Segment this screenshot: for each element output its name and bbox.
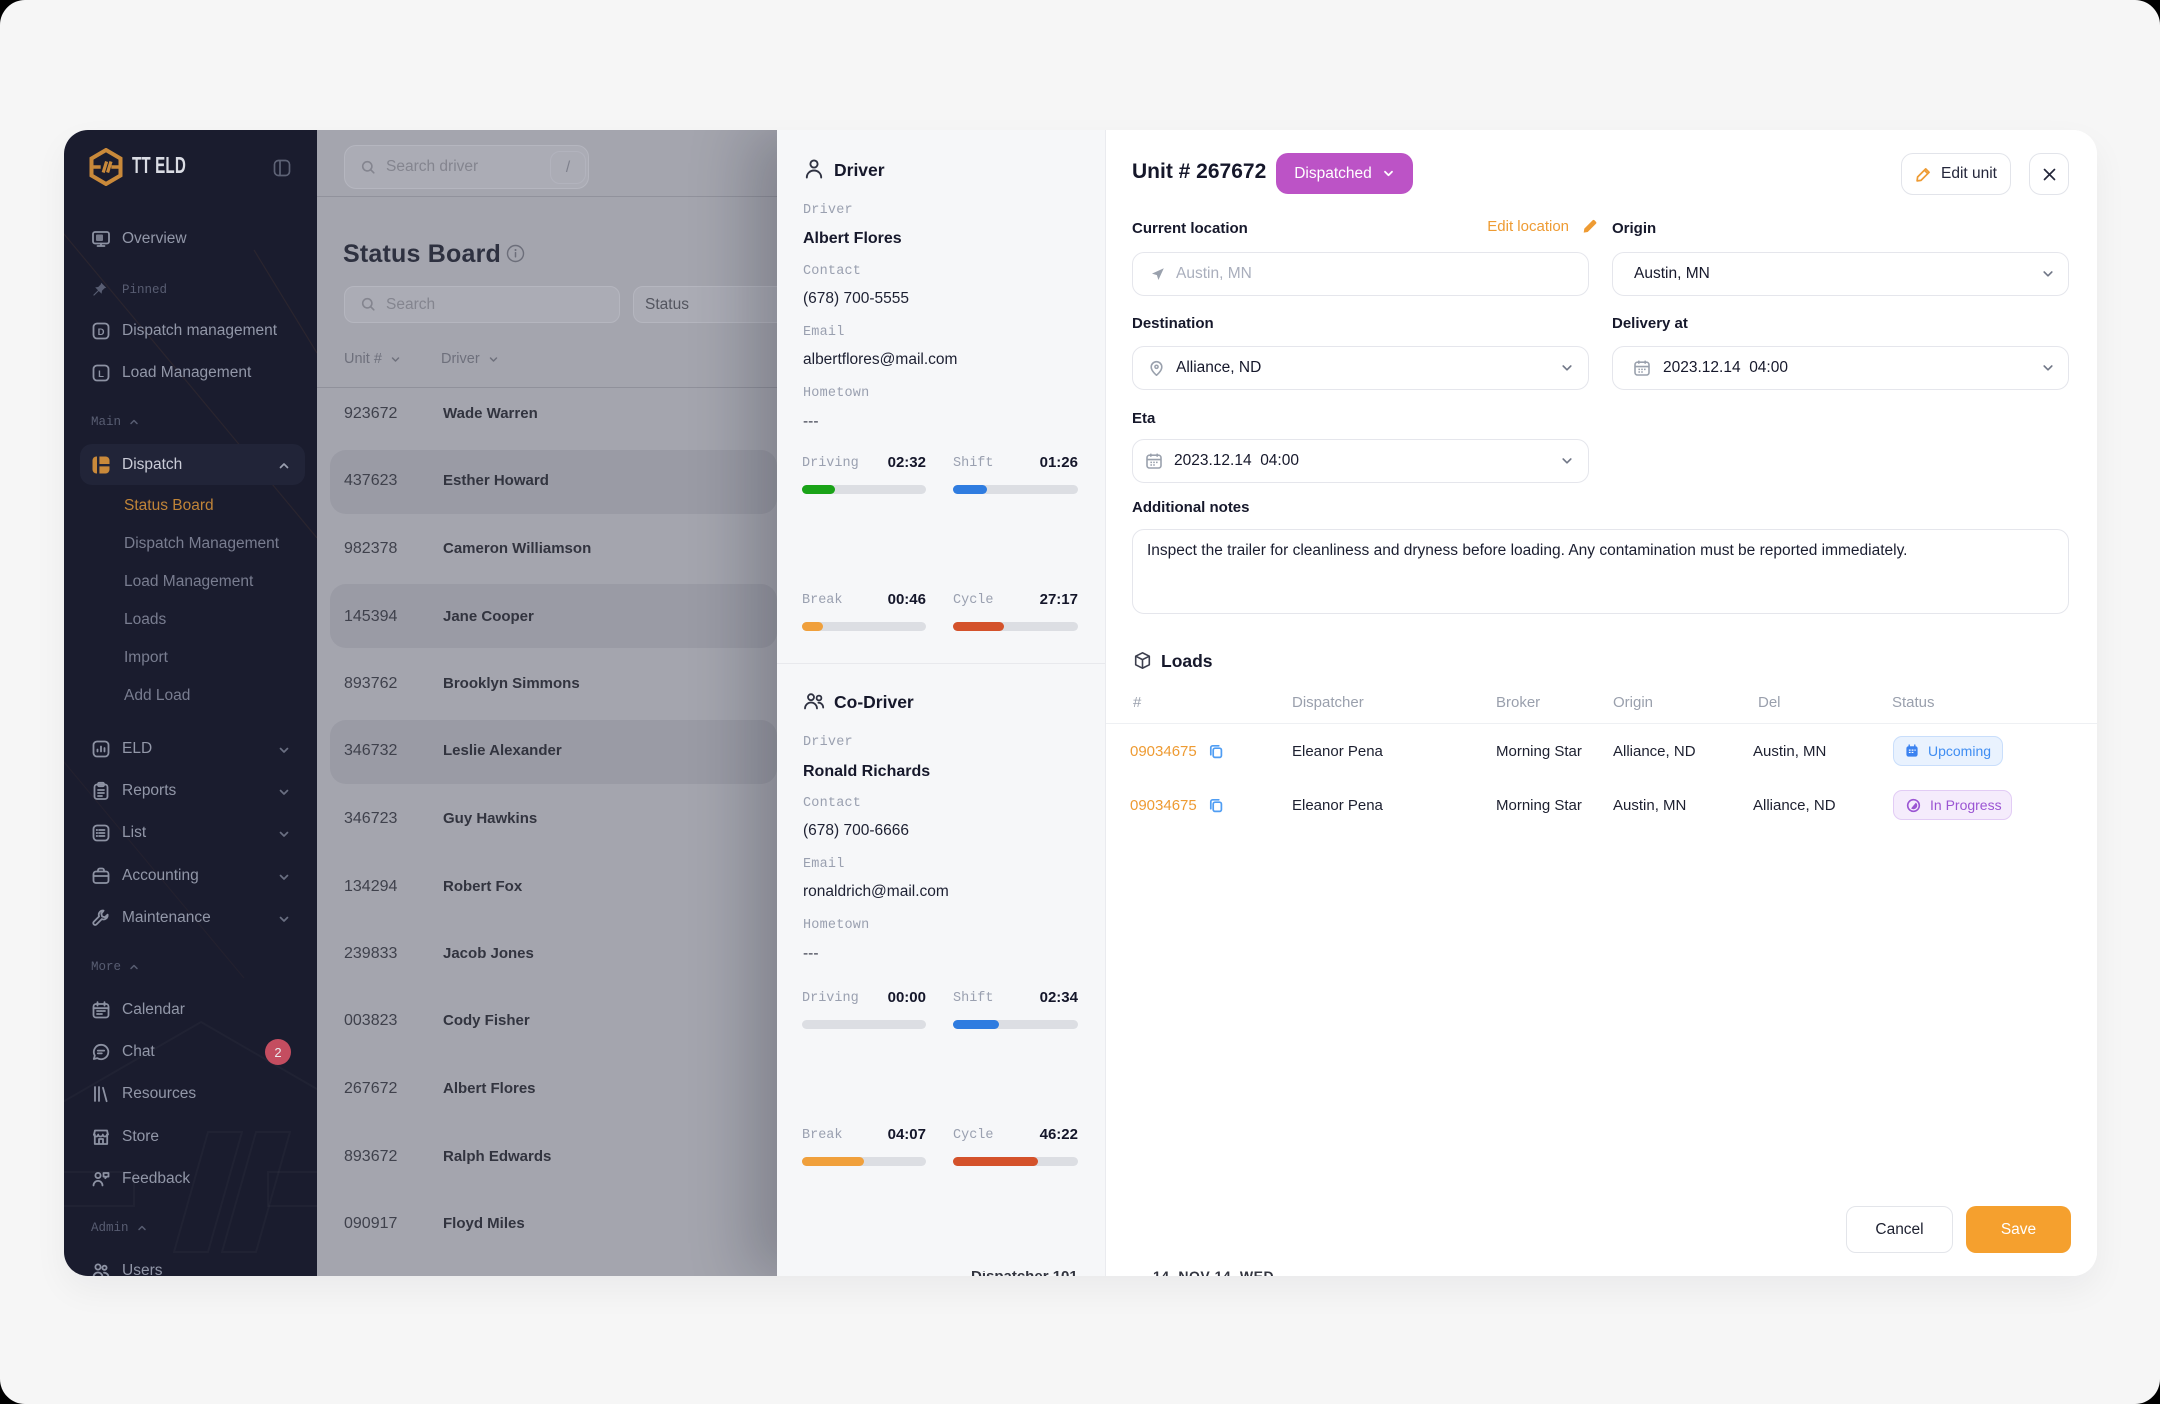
svg-text:D: D [98, 327, 105, 338]
svg-text:L: L [98, 369, 104, 380]
